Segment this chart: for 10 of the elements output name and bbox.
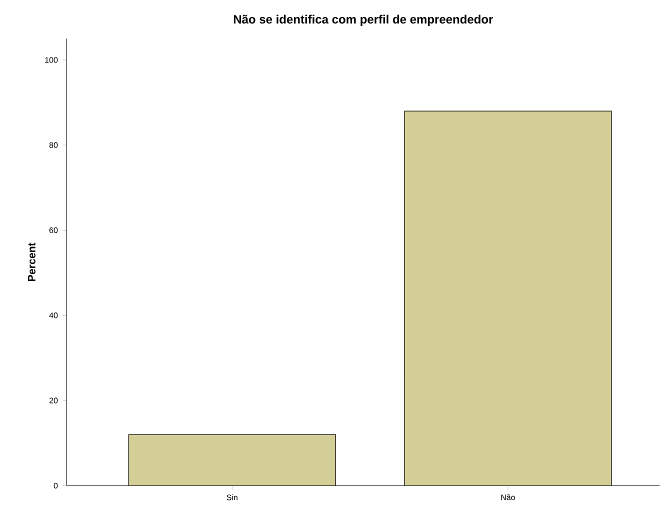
x-tick-label: Não xyxy=(501,494,515,500)
y-tick-label: 0 xyxy=(54,482,58,488)
chart-title: Não se identifica com perfil de empreendedor xyxy=(234,14,494,26)
x-tick-label: Sin xyxy=(226,494,238,500)
y-tick-label: 80 xyxy=(49,142,58,148)
y-tick-label: 100 xyxy=(45,57,58,63)
y-tick-label: 20 xyxy=(49,398,58,404)
y-axis-title: Percent xyxy=(28,242,36,282)
y-tick-label: 60 xyxy=(49,227,58,234)
y-tick-label: 40 xyxy=(49,312,58,318)
